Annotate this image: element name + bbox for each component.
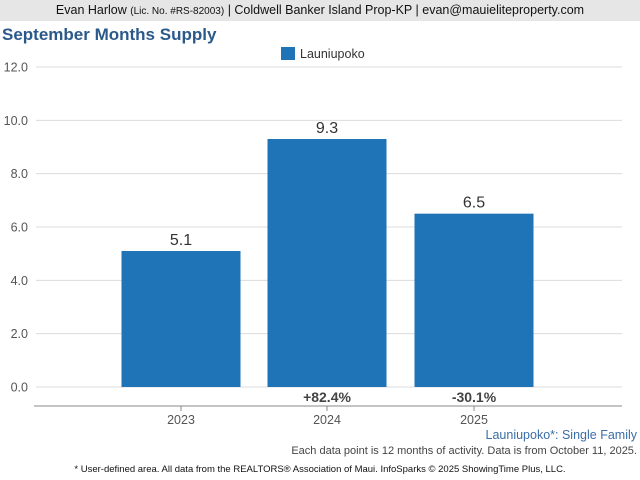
bar (267, 139, 387, 387)
y-tick-label: 0.0 (11, 381, 28, 395)
data-note: Each data point is 12 months of activity… (291, 445, 637, 457)
x-tick-label: 2023 (167, 413, 195, 427)
legend-label: Launiupoko (300, 47, 365, 61)
change-label: -30.1% (452, 389, 497, 405)
disclaimer: * User-defined area. All data from the R… (74, 464, 566, 475)
agent-details: | Coldwell Banker Island Prop-KP | evan@… (227, 3, 585, 17)
data-label: 9.3 (316, 120, 338, 137)
y-tick-label: 8.0 (11, 167, 28, 181)
y-tick-label: 4.0 (11, 274, 28, 288)
data-label: 6.5 (463, 195, 485, 212)
license-number: (Lic. No. #RS-82003) (130, 6, 225, 17)
data-label: 5.1 (170, 232, 192, 249)
y-tick-label: 12.0 (4, 61, 28, 75)
bar (121, 251, 241, 387)
change-label: +82.4% (303, 389, 351, 405)
agent-header: Evan Harlow (Lic. No. #RS-82003) | Coldw… (0, 0, 640, 21)
y-tick-label: 6.0 (11, 221, 28, 235)
bar (414, 213, 534, 387)
chart-subtitle: Launiupoko*: Single Family (485, 428, 637, 442)
legend-swatch (281, 47, 295, 60)
agent-name: Evan Harlow (55, 3, 127, 17)
y-tick-label: 2.0 (11, 327, 28, 341)
y-tick-label: 10.0 (4, 114, 28, 128)
x-tick-label: 2025 (460, 413, 488, 427)
x-tick-label: 2024 (313, 413, 341, 427)
chart-title: September Months Supply (2, 25, 217, 44)
